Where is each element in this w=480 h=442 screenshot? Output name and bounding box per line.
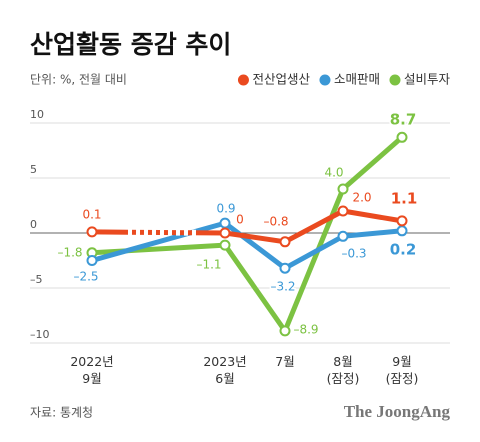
value-label: 1.1 [391,190,418,208]
value-label: –8.9 [293,323,318,337]
point [396,225,408,237]
point [86,226,98,238]
value-label: 8.7 [390,111,417,129]
x-tick-label: 2023년 6월 [203,354,246,386]
value-label: 4.0 [324,166,343,180]
point [396,131,408,143]
point [279,236,291,248]
point [279,262,291,274]
point [396,215,408,227]
value-label: 0.9 [216,202,235,216]
chart-subtitle: 단위: %, 전월 대비 [30,73,127,87]
value-label: 0.2 [390,241,417,259]
value-label: –3.2 [270,280,295,294]
value-label: 2.0 [352,191,371,205]
value-label: –0.3 [341,247,366,261]
y-tick-label: –10 [30,328,50,341]
point [337,230,349,242]
x-tick-label: 7월 [275,354,294,369]
value-label: –1.1 [196,258,221,272]
y-tick-label: 0 [30,218,37,231]
point [86,255,98,266]
legend-label: 전산업생산 [252,72,310,87]
value-label: –2.5 [73,270,98,284]
chart-title: 산업활동 증감 추이 [30,30,231,59]
x-tick-label: 9월 (잠정) [386,354,419,386]
value-label: –0.8 [263,215,288,229]
y-tick-label: 10 [30,108,44,121]
point [337,183,349,195]
x-tick-label: 2022년 9월 [70,354,113,386]
point [219,217,231,229]
source: 자료: 통계청 [30,406,93,420]
legend-marker [319,74,331,86]
brand: The JoongAng [344,402,451,421]
value-label: 0 [236,213,244,227]
value-label: 0.1 [82,208,101,222]
value-label: –1.8 [57,246,82,260]
legend-label: 설비투자 [404,72,451,87]
legend-marker [389,74,401,86]
point [279,325,291,337]
legend-marker [237,74,249,86]
point [219,227,231,239]
point [219,239,231,251]
legend-label: 소매판매 [334,72,380,87]
point [337,205,349,217]
y-tick-label: –5 [30,273,43,286]
y-tick-label: 5 [30,163,37,176]
x-tick-label: 8월 (잠정) [327,354,360,386]
